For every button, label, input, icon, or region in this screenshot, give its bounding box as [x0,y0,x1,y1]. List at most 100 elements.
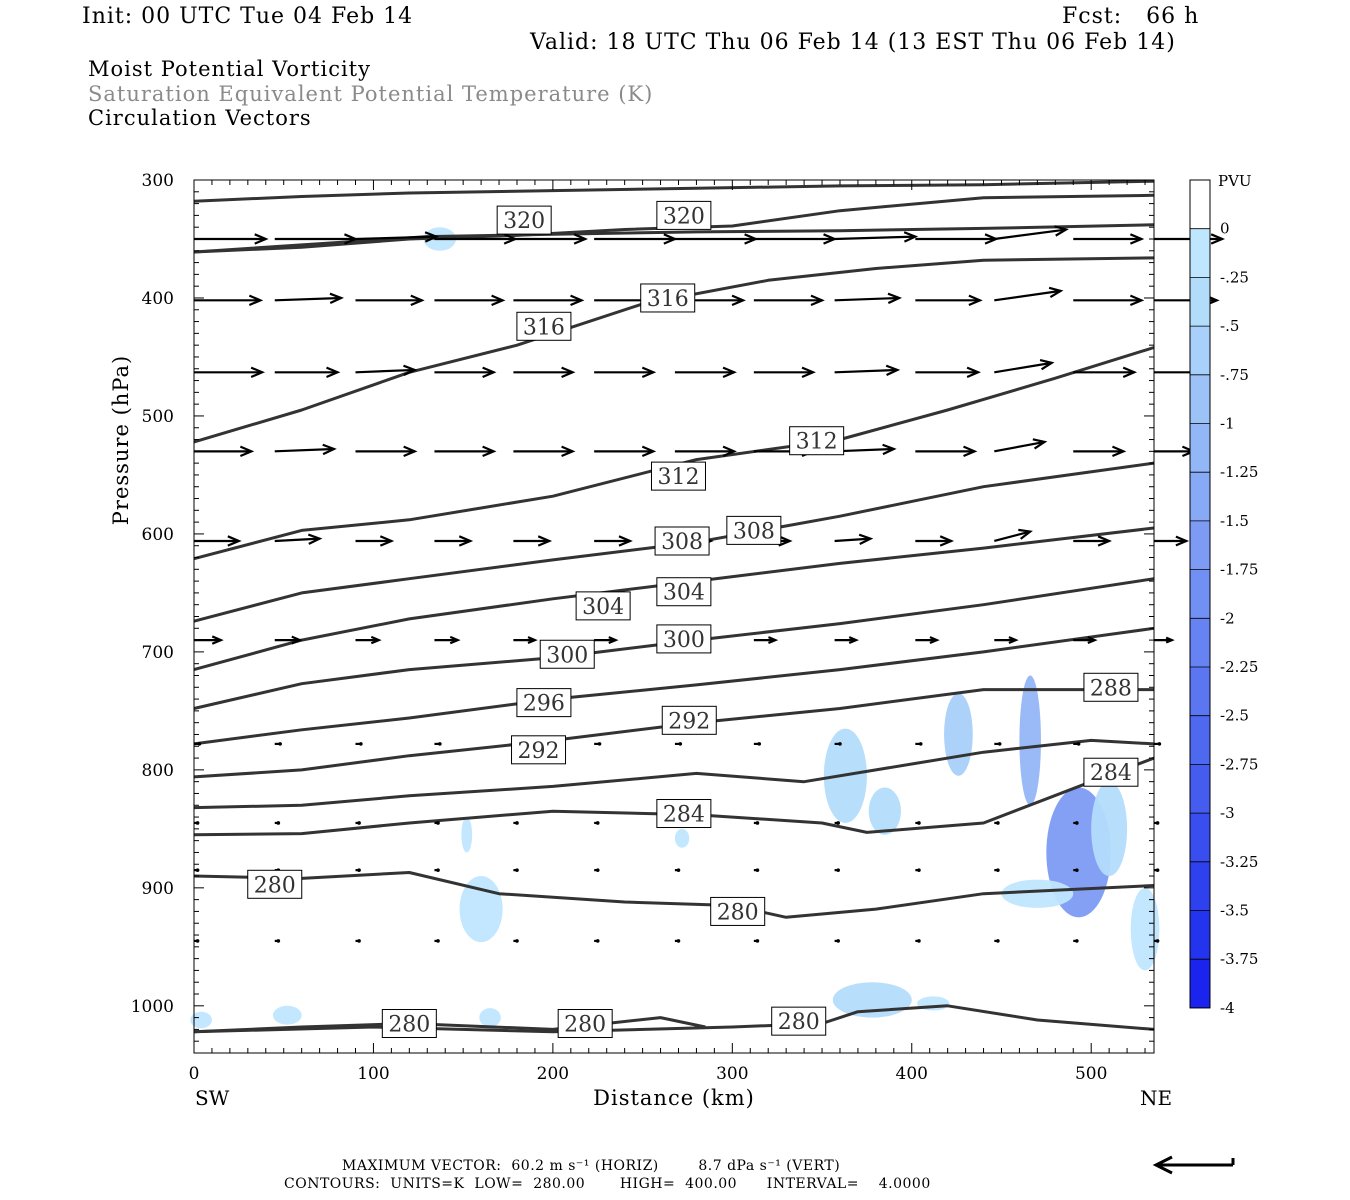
circulation-vector [994,438,1048,453]
circulation-vector [674,939,681,943]
mpv-shade-patch [479,1008,501,1028]
svg-text:288: 288 [1090,676,1132,701]
thetae-contour-line [193,688,1154,779]
circulation-vector [434,294,506,307]
circulation-vector [513,939,519,943]
contour-label: 320 [496,205,552,235]
mpv-shade-patch [832,982,912,1018]
circulation-vector [594,233,678,245]
circulation-vector [1073,294,1145,307]
circulation-vector [594,742,602,746]
circulation-vector [753,821,760,825]
circulation-vector [274,939,281,943]
colorbar-tick-label: -1.5 [1220,512,1249,530]
circulation-vector [1154,535,1190,547]
colorbar-tick-label: -4 [1220,999,1235,1017]
thetae-contour-line [193,461,1155,623]
circulation-vector [834,821,840,825]
x-tick-label: 100 [357,1064,389,1084]
circulation-vector [834,742,842,746]
circulation-vector [594,535,633,547]
svg-text:300: 300 [663,628,705,653]
contour-label: 280 [710,896,766,926]
circulation-vector [1073,821,1079,825]
contour-label: 300 [656,624,712,654]
circulation-vector [915,742,923,746]
svg-text:316: 316 [647,287,689,312]
svg-text:304: 304 [663,581,705,606]
contour-label: 308 [654,526,710,556]
contour-label: 316 [516,311,572,341]
x-tick-label: 0 [189,1064,200,1084]
circulation-vector [1073,939,1079,943]
circulation-vector [355,364,418,377]
forecast-hour: Fcst: 66 h [1062,4,1200,29]
circulation-vector [1154,742,1162,746]
circulation-vector [1073,445,1127,458]
circulation-vector [355,635,382,645]
circulation-vector [513,233,589,245]
mpv-shade-patch [1130,887,1160,971]
contour-label: 280 [771,1006,827,1036]
svg-text:284: 284 [1090,761,1132,786]
colorbar-tick-label: -2.75 [1220,755,1258,773]
thetae-contour-line [193,526,1155,672]
circulation-vector [915,535,955,547]
circulation-vector [355,535,395,547]
circulation-vector [434,742,442,746]
x-axis-label: Distance (km) [593,1086,755,1110]
colorbar-swatch [1190,715,1210,765]
circulation-vector [434,445,497,458]
thetae-contour-line [193,626,1155,746]
contour-label: 288 [1083,672,1139,702]
contour-label: 300 [539,639,595,669]
circulation-vector [915,636,940,645]
circulation-vector [834,292,903,305]
circulation-vector [594,366,657,378]
circulation-vector [274,366,341,378]
y-tick-label: 800 [142,761,174,781]
colorbar-tick-label: -1.25 [1220,463,1258,481]
svg-text:320: 320 [663,204,705,229]
colorbar-tick-label: -.5 [1220,317,1239,335]
contour-label: 292 [511,735,567,765]
mpv-shade-patch [1019,675,1041,806]
mpv-shade-patch [868,787,901,835]
circulation-vector [1154,445,1197,458]
circulation-vector [1154,868,1160,872]
circulation-vector [1073,366,1138,378]
circulation-vector [834,868,840,872]
circulation-vector [1154,821,1160,825]
contour-label: 284 [656,799,712,829]
circulation-vector [194,535,242,547]
circulation-vector [834,443,897,456]
circulation-vector [355,939,361,943]
circulation-vector [994,358,1055,374]
colorbar-tick-label: -2 [1220,609,1235,627]
mpv-shade-patch [272,1005,302,1025]
svg-text:284: 284 [663,803,705,828]
contour-info-note: CONTOURS: UNITS=K LOW= 280.00 HIGH= 400.… [284,1176,931,1192]
circulation-vector [355,231,440,243]
circulation-vector [594,821,600,825]
svg-text:280: 280 [778,1010,820,1035]
svg-text:280: 280 [564,1013,606,1038]
circulation-vector [1073,868,1079,872]
circulation-vector [1073,742,1081,746]
contour-label: 292 [661,705,717,735]
circulation-vector [513,636,538,645]
thetae-contour-line [193,346,1155,561]
thetae-contour-line [193,1016,706,1034]
y-tick-label: 400 [142,289,174,309]
circulation-vector [274,533,323,545]
circulation-vector [194,366,266,378]
y-tick-label: 500 [142,407,174,427]
circulation-vector [834,939,840,943]
circulation-vector [674,868,681,872]
circulation-vector [274,821,281,825]
circulation-vector [594,939,600,943]
colorbar-swatch [1190,374,1210,424]
reference-vector-arrow [1152,1155,1235,1175]
circulation-vector [274,292,344,305]
